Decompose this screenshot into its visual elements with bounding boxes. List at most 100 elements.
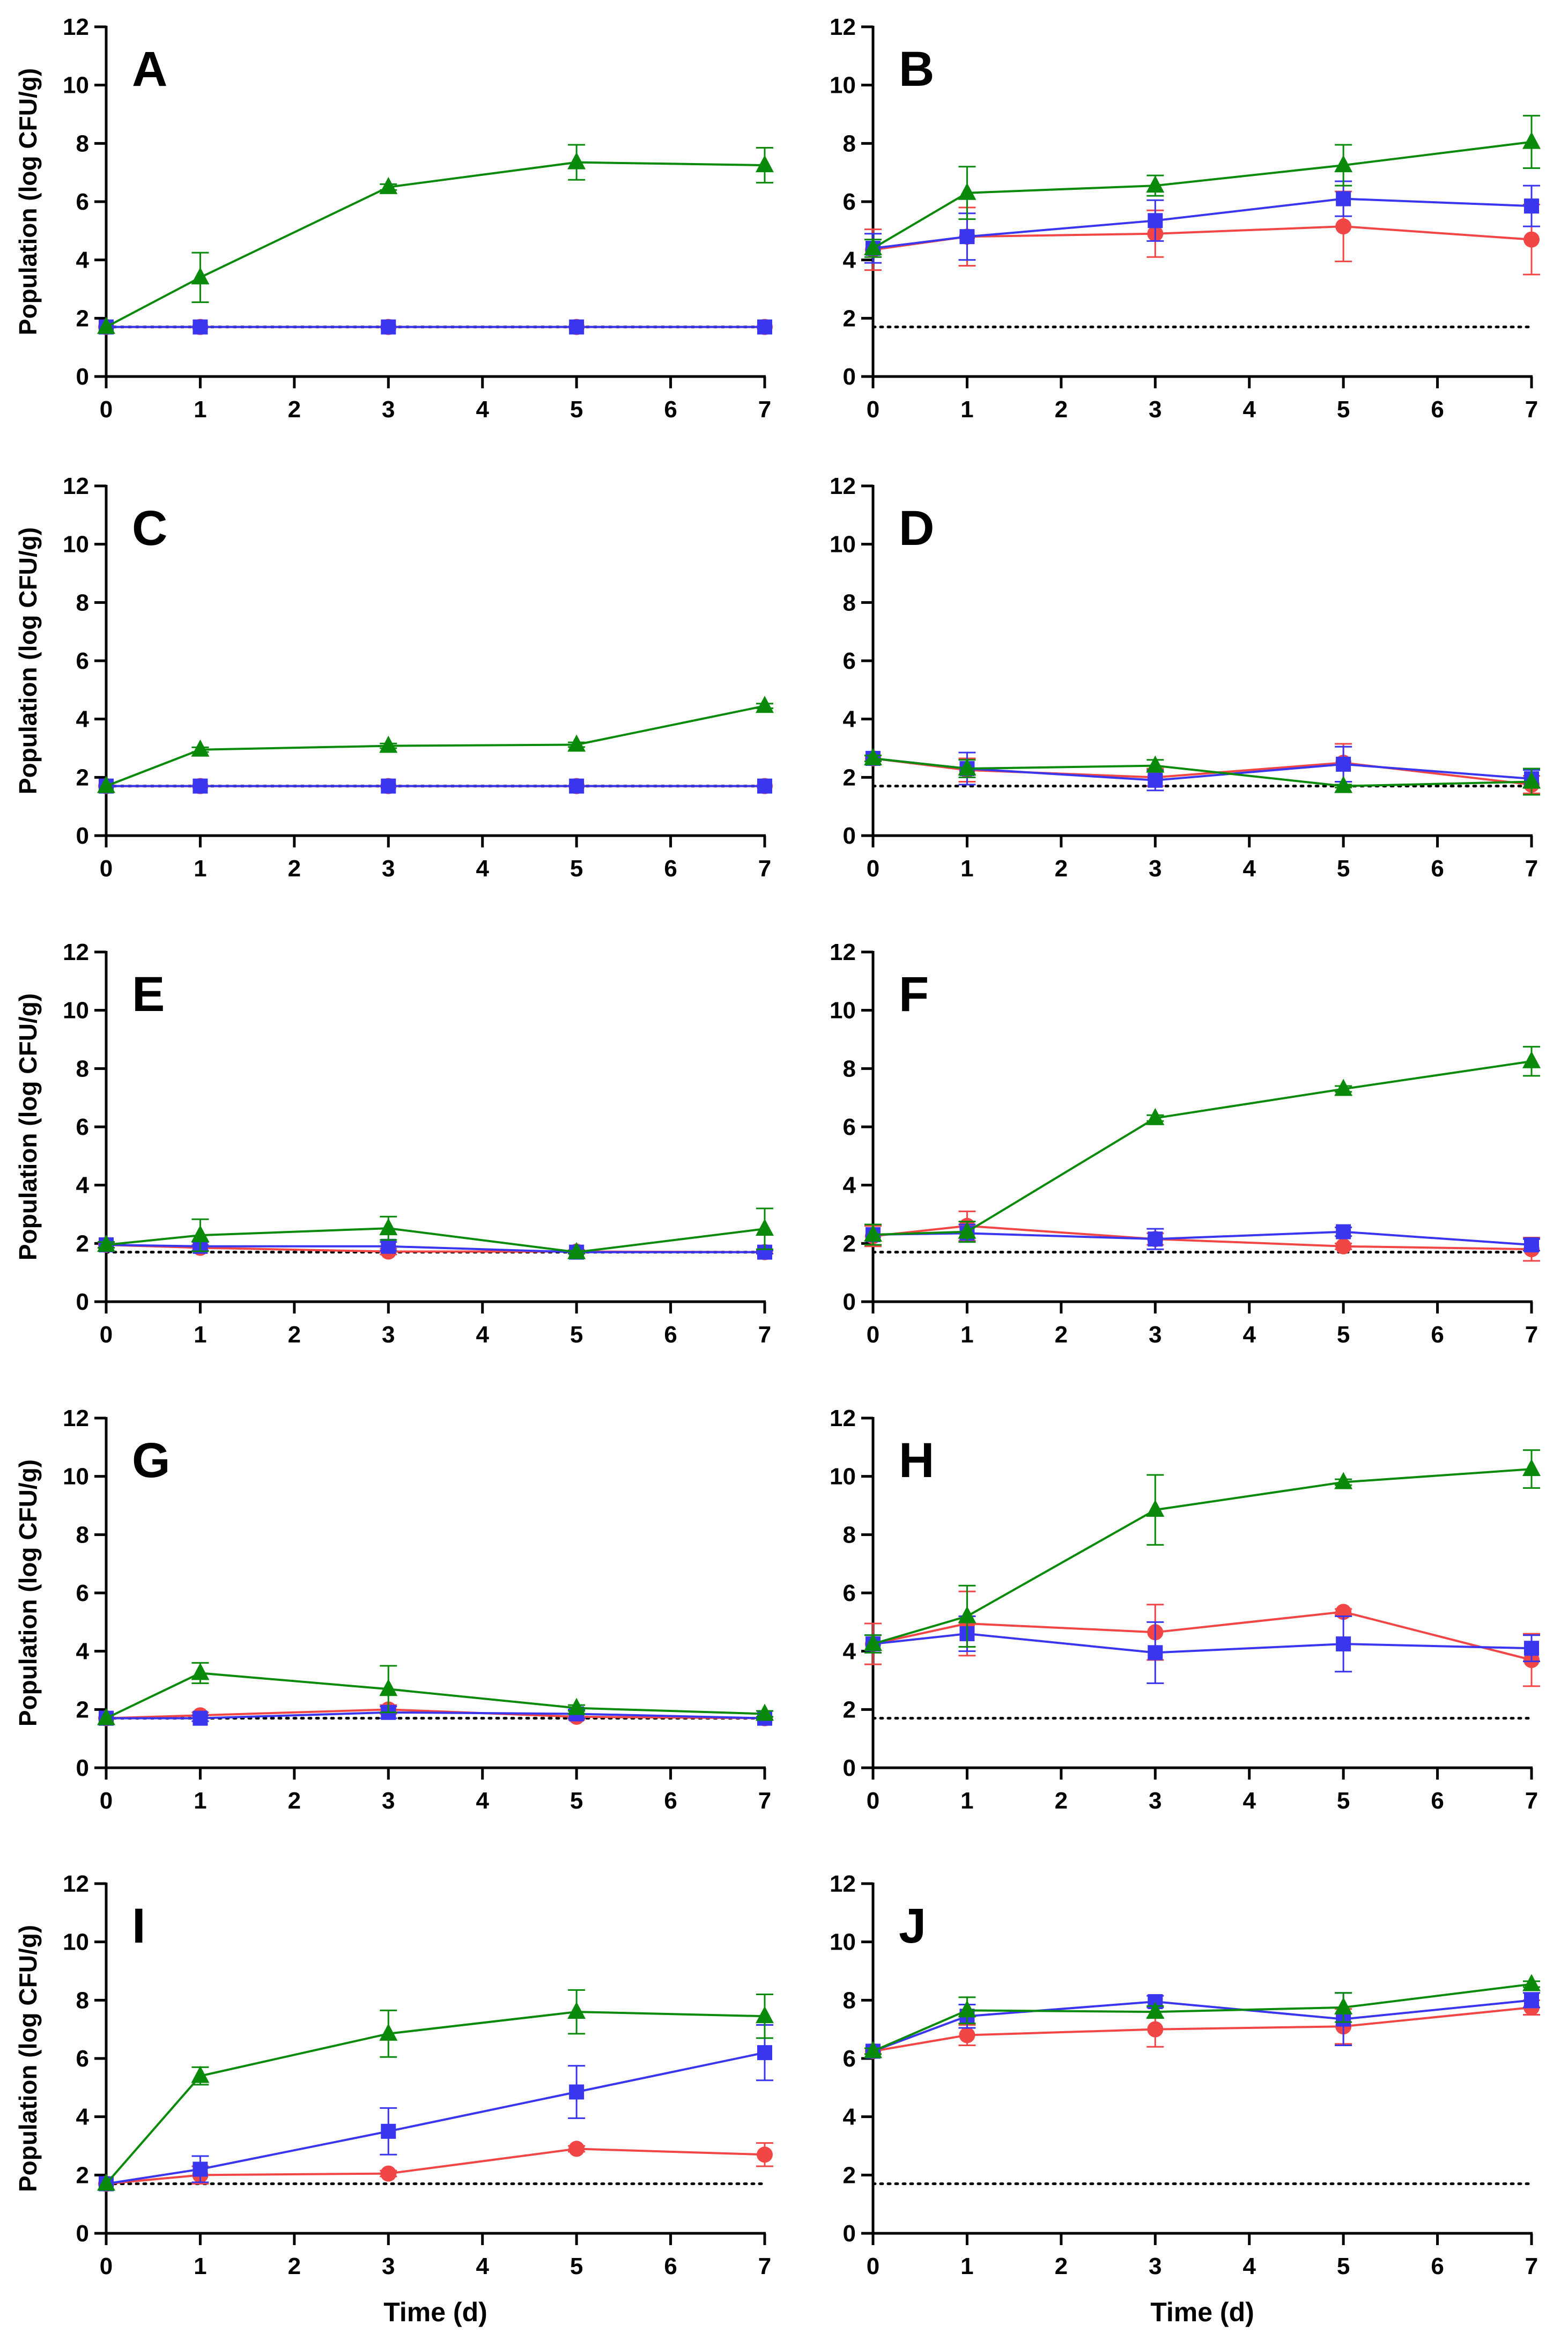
data-point-triangle [958, 182, 977, 200]
data-point-triangle [1522, 1459, 1541, 1477]
x-tick-label: 2 [288, 1322, 301, 1348]
y-tick-label: 10 [63, 998, 89, 1024]
panel-letter: C [132, 501, 167, 556]
x-tick-label: 6 [1431, 1322, 1444, 1348]
data-point-triangle [191, 267, 210, 285]
x-tick-label: 0 [867, 396, 879, 423]
x-tick-label: 3 [382, 1322, 395, 1348]
y-tick-label: 6 [843, 648, 856, 674]
series-square [99, 319, 772, 335]
y-tick-label: 8 [76, 130, 89, 157]
x-tick-label: 2 [288, 1788, 301, 1814]
series-triangle [864, 115, 1541, 258]
data-point-triangle [958, 1606, 977, 1623]
y-tick-label: 8 [843, 130, 856, 157]
x-tick-label: 2 [288, 396, 301, 423]
y-tick-label: 2 [843, 1230, 856, 1257]
x-tick-label: 4 [1242, 855, 1256, 882]
y-tick-label: 6 [843, 1114, 856, 1140]
data-point-square [1524, 1992, 1539, 2008]
panel-letter: J [899, 1899, 926, 1953]
data-point-triangle [379, 2023, 398, 2041]
series-triangle [97, 1989, 774, 2191]
data-point-circle [1523, 231, 1540, 248]
y-tick-label: 6 [76, 648, 89, 674]
data-point-square [381, 2123, 396, 2139]
x-tick-label: 1 [194, 855, 206, 882]
data-point-triangle [379, 1218, 398, 1236]
y-tick-label: 2 [76, 2162, 89, 2188]
y-tick-label: 4 [843, 1639, 856, 1665]
y-tick-label: 4 [76, 706, 90, 733]
x-tick-label: 7 [758, 1788, 771, 1814]
series-triangle [864, 748, 1541, 796]
data-point-square [757, 319, 772, 335]
x-axis-title: Time (d) [383, 2297, 487, 2327]
y-tick-label: 0 [76, 1289, 89, 1315]
panel-letter: H [899, 1433, 934, 1488]
data-point-square [1336, 1636, 1351, 1652]
y-tick-label: 10 [830, 532, 856, 558]
y-tick-label: 8 [76, 1987, 89, 2013]
data-point-triangle [567, 2002, 586, 2019]
panel-letter: B [899, 42, 934, 97]
x-tick-label: 4 [1242, 2253, 1256, 2279]
series-line [872, 1060, 1532, 1236]
data-point-square [193, 2161, 208, 2177]
y-axis-title: Population (log CFU/g) [14, 1925, 42, 2192]
x-tick-label: 4 [1242, 1788, 1256, 1814]
panel-letter: E [132, 967, 165, 1022]
y-tick-label: 8 [76, 589, 89, 616]
x-tick-label: 4 [476, 855, 489, 882]
x-tick-label: 2 [1055, 855, 1068, 882]
y-tick-label: 10 [830, 1929, 856, 1955]
y-tick-label: 2 [843, 764, 856, 791]
panel-letter: G [132, 1433, 171, 1488]
x-tick-label: 2 [1055, 396, 1068, 423]
data-point-triangle [567, 1698, 586, 1715]
y-axis-title: Population (log CFU/g) [14, 68, 42, 335]
x-tick-label: 6 [664, 1322, 677, 1348]
data-point-triangle [864, 238, 882, 255]
x-tick-label: 7 [758, 396, 771, 423]
data-point-triangle [567, 1242, 586, 1259]
y-tick-label: 10 [830, 72, 856, 99]
panel-letter: D [899, 501, 934, 556]
y-axis-title: Population (log CFU/g) [14, 527, 42, 794]
data-point-triangle [191, 1225, 210, 1243]
data-point-triangle [379, 735, 398, 753]
y-tick-label: 4 [843, 247, 856, 274]
x-tick-label: 4 [476, 396, 489, 423]
y-tick-label: 2 [76, 764, 89, 791]
data-point-square [381, 1238, 396, 1254]
x-tick-label: 4 [476, 1788, 489, 1814]
data-point-triangle [1334, 776, 1353, 793]
data-point-triangle [1522, 1051, 1541, 1068]
y-tick-label: 2 [76, 305, 89, 331]
x-tick-label: 1 [960, 396, 973, 423]
data-point-square [1524, 1641, 1539, 1656]
x-tick-label: 5 [1337, 2253, 1350, 2279]
x-tick-label: 0 [100, 396, 113, 423]
y-tick-label: 2 [76, 1230, 89, 1257]
y-tick-label: 2 [843, 2162, 856, 2188]
data-point-square [757, 2045, 772, 2061]
series-triangle [97, 696, 774, 793]
data-point-triangle [756, 1703, 774, 1721]
x-tick-label: 2 [288, 855, 301, 882]
data-point-circle [959, 2027, 975, 2043]
data-point-triangle [1334, 1079, 1353, 1096]
x-tick-label: 7 [758, 1322, 771, 1348]
panel-letter: F [899, 967, 929, 1022]
data-point-square [1148, 1231, 1163, 1247]
y-tick-label: 10 [63, 1464, 89, 1490]
y-tick-label: 8 [843, 1987, 856, 2013]
data-point-triangle [379, 1679, 398, 1696]
x-tick-label: 3 [1149, 2253, 1162, 2279]
x-tick-label: 5 [570, 2253, 583, 2279]
data-point-square [381, 319, 396, 335]
y-tick-label: 0 [76, 1755, 89, 1781]
